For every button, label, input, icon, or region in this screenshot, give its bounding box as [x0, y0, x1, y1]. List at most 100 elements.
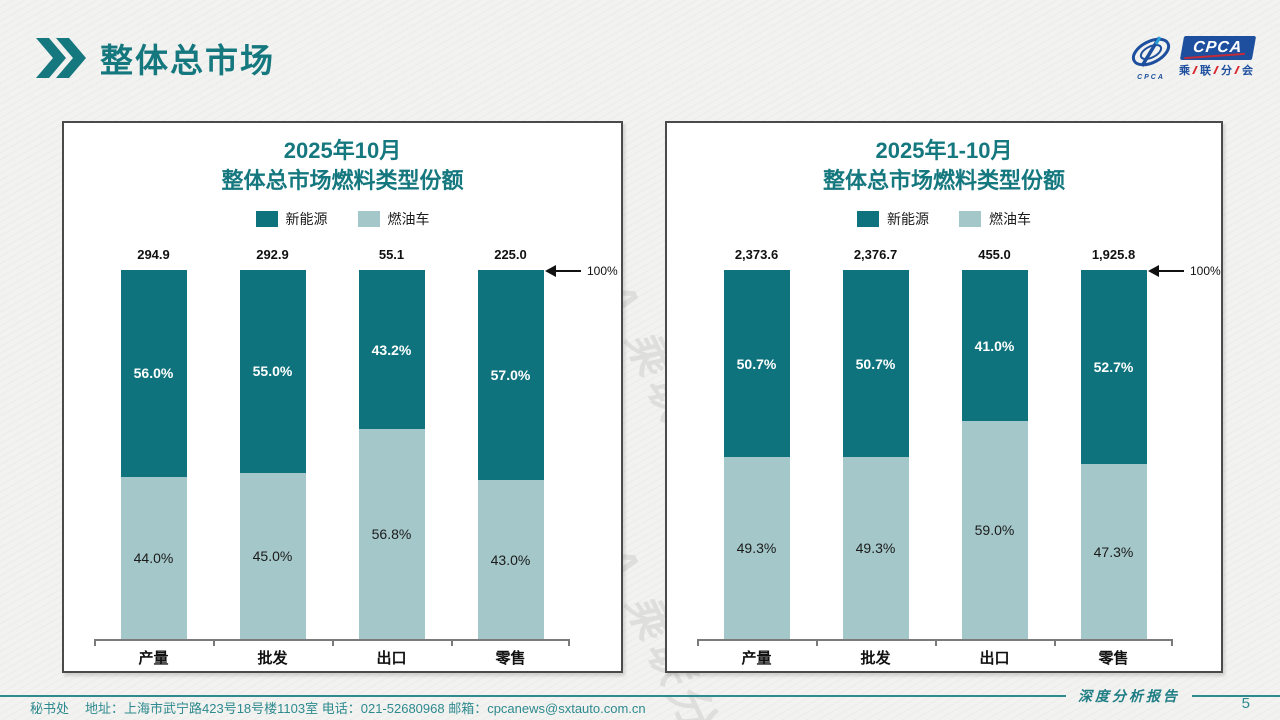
segment-share-label: 41.0% [974, 337, 1015, 354]
bar-segment-燃油车: 47.3% [1080, 464, 1147, 639]
segment-share-label: 49.3% [855, 540, 896, 557]
x-axis [697, 639, 1173, 641]
bar-total-label: 2,376.7 [853, 247, 898, 262]
axis-tick [935, 639, 937, 646]
arrow-line [1159, 270, 1184, 272]
legend-item-nev: 新能源 [857, 209, 929, 229]
category-label: 批发 [860, 650, 891, 667]
footer-rule: 深度分析报告 [0, 686, 1280, 706]
left-arrow-icon [1148, 265, 1159, 277]
category-label: 出口 [376, 650, 407, 667]
bar-segment-新能源: 52.7% [1080, 270, 1147, 465]
chart-legend: 新能源 燃油车 [667, 209, 1221, 229]
plot-area: 294.9 56.0% 44.0% 产量 292.9 55.0% 45.0% 批发 55.1 43… [64, 123, 621, 671]
logo-subtitle: 乘联分会 [1179, 62, 1256, 78]
chart-panel-month: 2025年10月 整体总市场燃料类型份额 新能源 燃油车 294.9 56.0% 4… [62, 121, 623, 673]
footer-rule-left [0, 695, 1066, 697]
segment-share-label: 56.8% [371, 526, 412, 543]
hundred-percent-annotation: 100% [545, 264, 618, 278]
bar-total-label: 292.9 [256, 247, 289, 262]
segment-share-label: 50.7% [855, 355, 896, 372]
bar-total-label: 225.0 [494, 247, 527, 262]
hundred-percent-annotation: 100% [1148, 264, 1221, 278]
bar-segment-新能源: 41.0% [961, 270, 1028, 422]
axis-tick [94, 639, 96, 646]
report-type-label: 深度分析报告 [1078, 689, 1180, 705]
segment-share-label: 50.7% [736, 355, 777, 372]
legend-item-nev: 新能源 [255, 209, 328, 229]
page-title: 整体总市场 [100, 42, 275, 79]
double-chevron-icon [36, 38, 86, 78]
bar-total-label: 1,925.8 [1091, 247, 1136, 262]
bar-total-label: 455.0 [978, 247, 1011, 262]
category-label: 出口 [979, 650, 1010, 667]
axis-tick [568, 639, 570, 646]
cpca-logo: CPCA CPCA 乘联分会 [1127, 36, 1256, 81]
bar-segment-新能源: 43.2% [358, 270, 425, 430]
stacked-bar: 52.7% 47.3% [1080, 270, 1147, 639]
x-axis [94, 639, 570, 641]
chart-panel-ytd: 2025年1-10月 整体总市场燃料类型份额 新能源 燃油车 2,373.6 50… [665, 121, 1223, 673]
category-label: 零售 [1098, 650, 1129, 667]
segment-share-label: 47.3% [1093, 543, 1134, 560]
chart-title-line2: 整体总市场燃料类型份额 [822, 167, 1065, 193]
plot-area: 2,373.6 50.7% 49.3% 产量 2,376.7 50.7% 49.3% 批发 45… [667, 123, 1221, 671]
stacked-bar: 56.0% 44.0% [120, 270, 187, 639]
bar-total-label: 55.1 [378, 247, 405, 262]
segment-share-label: 43.2% [371, 341, 412, 358]
axis-tick [1054, 639, 1056, 646]
bar-segment-新能源: 50.7% [842, 270, 909, 458]
segment-share-label: 52.7% [1093, 359, 1134, 376]
chart-title-line1: 2025年10月 [283, 138, 402, 163]
legend-label: 新能源 [887, 211, 929, 227]
category-label: 零售 [495, 650, 526, 667]
axis-tick [332, 639, 334, 646]
bar-segment-新能源: 50.7% [723, 270, 790, 458]
chart-title-line1: 2025年1-10月 [875, 138, 1013, 163]
stacked-bar: 43.2% 56.8% [358, 270, 425, 639]
secretariat-label: 秘书处 [30, 701, 70, 716]
segment-share-label: 55.0% [252, 363, 293, 380]
legend-item-ice: 燃油车 [357, 209, 430, 229]
annotation-label: 100% [587, 264, 618, 278]
bar-segment-新能源: 55.0% [239, 270, 306, 473]
chart-title: 2025年1-10月 整体总市场燃料类型份额 [667, 136, 1221, 195]
contact-info: 地址：上海市武宁路423号18号楼1103室 电话：021-52680968 邮… [85, 701, 646, 716]
legend-swatch-nev [255, 211, 278, 227]
arrow-line [556, 270, 581, 272]
cpca-wordmark: CPCA [1179, 36, 1256, 60]
annotation-label: 100% [1190, 264, 1221, 278]
segment-share-label: 49.3% [736, 540, 777, 557]
legend-label: 燃油车 [989, 211, 1031, 227]
bar-total-label: 294.9 [137, 247, 170, 262]
bar-segment-新能源: 56.0% [120, 270, 187, 477]
bar-segment-新能源: 57.0% [477, 270, 544, 481]
footer-rule-right [1192, 695, 1280, 697]
footer-contact: 秘书处 地址：上海市武宁路423号18号楼1103室 电话：021-5268096… [30, 698, 646, 717]
bar-segment-燃油车: 49.3% [842, 457, 909, 639]
emblem-caption: CPCA [1137, 74, 1165, 81]
bar-segment-燃油车: 59.0% [961, 421, 1028, 639]
bar-total-label: 2,373.6 [734, 247, 779, 262]
category-label: 产量 [741, 650, 772, 667]
segment-share-label: 56.0% [133, 365, 174, 382]
axis-tick [1171, 639, 1173, 646]
stacked-bar: 57.0% 43.0% [477, 270, 544, 639]
page-number: 5 [1241, 695, 1250, 712]
stacked-bar: 41.0% 59.0% [961, 270, 1028, 639]
segment-share-label: 57.0% [490, 367, 531, 384]
legend-swatch-ice [959, 211, 981, 227]
left-arrow-icon [545, 265, 556, 277]
bar-segment-燃油车: 45.0% [239, 472, 306, 639]
stacked-bar: 50.7% 49.3% [842, 270, 909, 639]
bar-segment-燃油车: 44.0% [120, 476, 187, 639]
segment-share-label: 59.0% [974, 522, 1015, 539]
legend-item-ice: 燃油车 [959, 209, 1031, 229]
chart-title-line2: 整体总市场燃料类型份额 [221, 167, 464, 193]
bar-segment-燃油车: 43.0% [477, 480, 544, 639]
logo-subtitle-char: 会 [1242, 65, 1256, 77]
segment-share-label: 44.0% [133, 549, 174, 566]
segment-share-label: 43.0% [490, 551, 531, 568]
bar-segment-燃油车: 49.3% [723, 457, 790, 639]
